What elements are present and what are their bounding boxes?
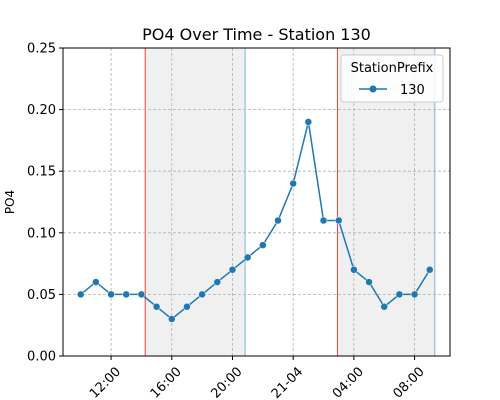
data-point bbox=[259, 241, 267, 249]
data-point bbox=[228, 266, 237, 274]
y-tick-label: 0.15 bbox=[27, 165, 56, 180]
axes-frame bbox=[62, 47, 451, 357]
data-point bbox=[274, 216, 282, 225]
y-tick-label: 0.00 bbox=[27, 350, 56, 365]
data-point bbox=[319, 216, 328, 225]
data-point bbox=[183, 302, 191, 311]
data-point bbox=[334, 216, 343, 225]
series-layer bbox=[76, 118, 434, 323]
legend-title: StationPrefix bbox=[351, 61, 434, 76]
shaded-period-1 bbox=[145, 48, 246, 356]
legend-series-marker bbox=[369, 85, 377, 93]
data-point bbox=[410, 290, 419, 299]
y-tick-label: 0.25 bbox=[27, 42, 56, 57]
data-point bbox=[243, 253, 252, 262]
data-point bbox=[76, 290, 85, 299]
data-point bbox=[289, 179, 297, 188]
data-point bbox=[365, 278, 373, 286]
data-point bbox=[395, 290, 404, 299]
y-axis-label: PO4 bbox=[3, 190, 17, 214]
y-tick-label: 0.20 bbox=[27, 103, 56, 118]
data-point bbox=[168, 315, 176, 323]
legend: StationPrefix 130 bbox=[340, 54, 444, 103]
data-point bbox=[107, 290, 115, 299]
data-point bbox=[92, 278, 100, 286]
data-point bbox=[198, 290, 206, 299]
legend-series-label: 130 bbox=[400, 83, 425, 98]
data-point bbox=[350, 266, 358, 274]
data-point bbox=[213, 278, 222, 286]
data-point bbox=[152, 302, 161, 311]
legend-box bbox=[340, 54, 444, 103]
chart-title: PO4 Over Time - Station 130 bbox=[142, 25, 371, 44]
y-tick-label: 0.10 bbox=[27, 226, 56, 241]
y-tick-label: 0.05 bbox=[27, 288, 56, 303]
data-point bbox=[426, 266, 434, 274]
data-point bbox=[122, 290, 130, 299]
data-point bbox=[304, 118, 313, 126]
data-point bbox=[380, 302, 388, 311]
data-point bbox=[137, 290, 146, 299]
